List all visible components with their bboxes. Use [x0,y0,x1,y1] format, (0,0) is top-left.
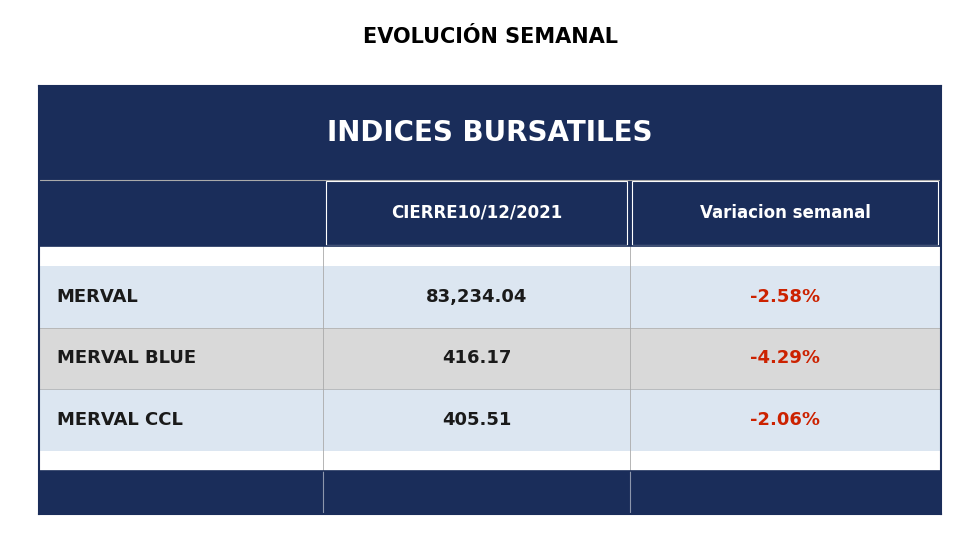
Text: INDICES BURSATILES: INDICES BURSATILES [327,119,653,147]
Text: -2.06%: -2.06% [751,411,820,429]
Text: MERVAL CCL: MERVAL CCL [57,411,182,429]
Text: EVOLUCIÓN SEMANAL: EVOLUCIÓN SEMANAL [363,27,617,47]
Text: 405.51: 405.51 [442,411,512,429]
Text: CIERRE10/12/2021: CIERRE10/12/2021 [391,204,563,222]
Text: MERVAL BLUE: MERVAL BLUE [57,349,196,368]
Text: -4.29%: -4.29% [751,349,820,368]
Text: 83,234.04: 83,234.04 [425,288,527,306]
Text: Variacion semanal: Variacion semanal [700,204,870,222]
Bar [39,471,941,514]
Text: -2.58%: -2.58% [751,288,820,306]
Text: MERVAL: MERVAL [57,288,138,306]
Text: 416.17: 416.17 [442,349,512,368]
